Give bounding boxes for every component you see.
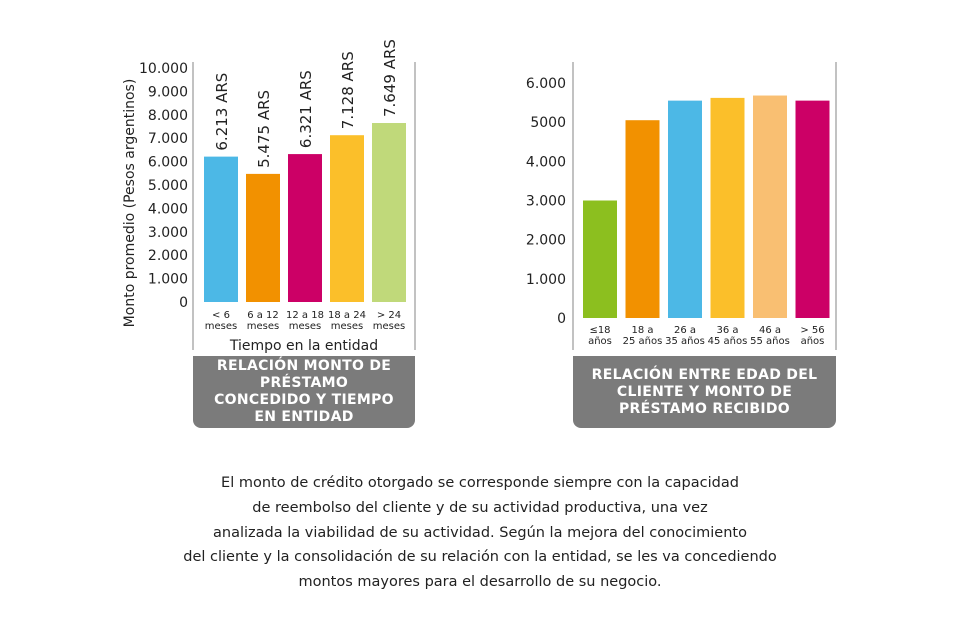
y-tick-label: 4.000 <box>148 201 188 217</box>
y-tick-label: 2.000 <box>148 248 188 264</box>
value-label: 7.649 ARS <box>381 39 399 117</box>
caption-line: analizada la viabilidad de su actividad.… <box>213 524 747 541</box>
y-tick-label: 2.000 <box>526 233 566 249</box>
y-tick-label: 9.000 <box>148 84 188 100</box>
y-tick-label: 5000 <box>530 115 566 131</box>
bar <box>668 100 702 318</box>
value-label: 7.128 ARS <box>339 51 357 129</box>
x-tick-label: 36 a 45 años <box>707 325 748 347</box>
bar <box>288 154 322 302</box>
bar <box>246 173 280 302</box>
y-tick-label: 6.000 <box>148 155 188 171</box>
value-label: 6.321 ARS <box>297 70 315 148</box>
x-axis-label: Tiempo en la entidad <box>229 338 378 354</box>
x-tick-label: ≤18 años <box>588 325 612 347</box>
y-tick-label: 6.000 <box>526 76 566 92</box>
y-tick-label: 1.000 <box>148 272 188 288</box>
value-label: 5.475 ARS <box>255 90 273 168</box>
x-tick-label: 12 a 18 meses <box>286 310 324 332</box>
x-tick-label: < 6 meses <box>204 310 238 332</box>
caption-line: de reembolso del cliente y de su activid… <box>252 499 708 516</box>
bar <box>710 97 745 318</box>
bar <box>330 135 364 302</box>
bar <box>625 120 660 318</box>
x-tick-label: 46 a 55 años <box>750 325 790 347</box>
caption-line: El monto de crédito otorgado se correspo… <box>221 475 739 491</box>
y-tick-label: 7.000 <box>148 131 188 147</box>
bar <box>583 200 617 318</box>
bar <box>795 100 830 318</box>
y-tick-label: 0 <box>179 295 188 311</box>
x-tick-label: 6 a 12 meses <box>246 310 280 332</box>
x-tick-label: 18 a 24 meses <box>328 310 366 332</box>
x-tick-label: > 24 meses <box>372 310 406 332</box>
x-tick-label: > 56 años <box>800 325 825 347</box>
y-tick-label: 10.000 <box>139 61 188 77</box>
y-tick-label: 3.000 <box>148 225 188 241</box>
chart-title: RELACIÓN MONTO DE PRÉSTAMO CONCEDIDO Y T… <box>193 356 415 428</box>
x-tick-label: 18 a 25 años <box>622 325 663 347</box>
y-tick-label: 3.000 <box>526 194 566 210</box>
value-label: 6.213 ARS <box>213 73 231 151</box>
y-tick-label: 5.000 <box>148 178 188 194</box>
y-axis-label: Monto promedio (Pesos argentinos) <box>122 79 138 328</box>
chart-title: RELACIÓN ENTRE EDAD DEL CLIENTE Y MONTO … <box>573 356 836 428</box>
y-tick-label: 0 <box>557 311 566 327</box>
bar <box>204 156 238 302</box>
bar <box>372 123 406 302</box>
caption-line: del cliente y la consolidación de su rel… <box>183 549 777 566</box>
y-tick-label: 4.000 <box>526 154 566 170</box>
caption-line: montos mayores para el desarrollo de su … <box>298 574 662 591</box>
bar <box>753 95 787 319</box>
y-tick-label: 8.000 <box>148 108 188 124</box>
x-tick-label: 26 a 35 años <box>665 325 705 347</box>
y-tick-label: 1.000 <box>526 272 566 288</box>
